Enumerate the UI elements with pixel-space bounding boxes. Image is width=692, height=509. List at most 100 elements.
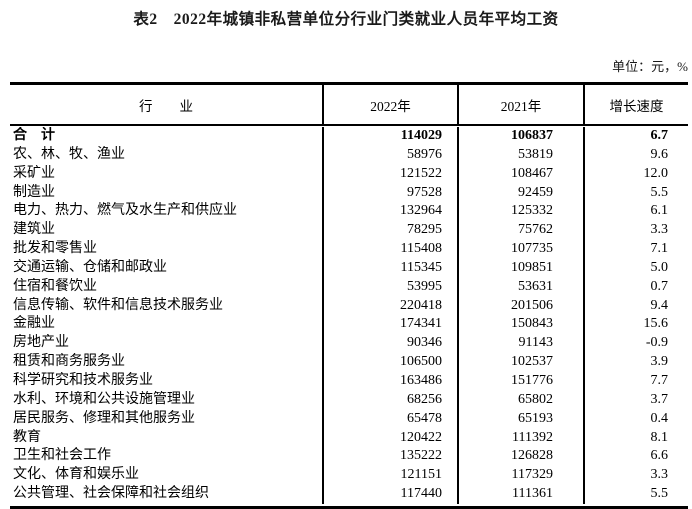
table-row: 房地产业 90346 91143 -0.9 bbox=[10, 334, 688, 354]
wage-2021-cell: 109851 bbox=[457, 258, 583, 278]
wage-2022-cell: 90346 bbox=[322, 334, 457, 354]
growth-rate-cell: 9.6 bbox=[583, 145, 688, 165]
wage-2021-cell: 107735 bbox=[457, 240, 583, 259]
wage-2022-cell: 97528 bbox=[322, 183, 457, 203]
wage-2022-cell: 106500 bbox=[322, 353, 457, 372]
industry-cell: 金融业 bbox=[13, 316, 55, 332]
column-header-2021: 2021年 bbox=[457, 85, 583, 124]
growth-rate-cell: 6.7 bbox=[583, 127, 688, 146]
table-row: 卫生和社会工作 135222 126828 6.6 bbox=[10, 447, 688, 467]
table-row: 批发和零售业 115408 107735 7.1 bbox=[10, 240, 688, 259]
growth-rate-cell: 7.7 bbox=[583, 371, 688, 391]
wage-2021-cell: 126828 bbox=[457, 447, 583, 467]
table-row: 科学研究和技术服务业 163486 151776 7.7 bbox=[10, 371, 688, 391]
unit-note: 单位：元，% bbox=[612, 59, 688, 74]
industry-cell: 建筑业 bbox=[13, 222, 55, 238]
wage-2021-cell: 111392 bbox=[457, 428, 583, 448]
growth-rate-cell: 7.1 bbox=[583, 240, 688, 259]
industry-cell: 采矿业 bbox=[13, 165, 55, 181]
growth-rate-cell: 3.3 bbox=[583, 466, 688, 486]
growth-rate-cell: 12.0 bbox=[583, 164, 688, 184]
table-row: 住宿和餐饮业 53995 53631 0.7 bbox=[10, 277, 688, 297]
wage-2022-cell: 120422 bbox=[322, 428, 457, 448]
column-header-2022: 2022年 bbox=[322, 85, 457, 124]
wage-2021-cell: 91143 bbox=[457, 334, 583, 354]
wage-2021-cell: 65193 bbox=[457, 409, 583, 429]
table-row: 租赁和商务服务业 106500 102537 3.9 bbox=[10, 353, 688, 372]
wage-2022-cell: 135222 bbox=[322, 447, 457, 467]
industry-cell: 文化、体育和娱乐业 bbox=[13, 467, 139, 483]
wage-2022-cell: 117440 bbox=[322, 485, 457, 504]
wage-2022-cell: 68256 bbox=[322, 390, 457, 410]
wage-2021-cell: 53819 bbox=[457, 145, 583, 165]
wage-2021-cell: 108467 bbox=[457, 164, 583, 184]
growth-rate-cell: 5.5 bbox=[583, 485, 688, 504]
wage-2022-cell: 220418 bbox=[322, 296, 457, 316]
wage-2022-cell: 114029 bbox=[322, 127, 457, 146]
wage-2022-cell: 65478 bbox=[322, 409, 457, 429]
wage-2021-cell: 102537 bbox=[457, 353, 583, 372]
growth-rate-cell: -0.9 bbox=[583, 334, 688, 354]
wage-2022-cell: 121151 bbox=[322, 466, 457, 486]
industry-cell: 住宿和餐饮业 bbox=[13, 278, 97, 294]
industry-cell: 房地产业 bbox=[13, 335, 69, 351]
table-row: 农、林、牧、渔业 58976 53819 9.6 bbox=[10, 145, 688, 165]
wage-2021-cell: 75762 bbox=[457, 221, 583, 241]
industry-cell: 科学研究和技术服务业 bbox=[13, 372, 153, 388]
industry-cell: 租赁和商务服务业 bbox=[13, 354, 125, 370]
wage-2021-cell: 53631 bbox=[457, 277, 583, 297]
industry-cell: 合 计 bbox=[13, 128, 55, 143]
table-body: 合 计 114029 106837 6.7 农、林、牧、渔业 58976 538… bbox=[10, 126, 688, 506]
wage-2022-cell: 115345 bbox=[322, 258, 457, 278]
table-row: 教育 120422 111392 8.1 bbox=[10, 428, 688, 448]
wage-2022-cell: 53995 bbox=[322, 277, 457, 297]
industry-cell: 公共管理、社会保障和社会组织 bbox=[13, 486, 209, 502]
wage-2022-cell: 78295 bbox=[322, 221, 457, 241]
table-row: 建筑业 78295 75762 3.3 bbox=[10, 221, 688, 241]
industry-cell: 居民服务、修理和其他服务业 bbox=[13, 410, 195, 426]
industry-cell: 教育 bbox=[13, 429, 41, 445]
page-title: 表2 2022年城镇非私营单位分行业门类就业人员年平均工资 bbox=[133, 11, 559, 28]
wage-2022-cell: 174341 bbox=[322, 315, 457, 335]
wage-2021-cell: 111361 bbox=[457, 485, 583, 504]
growth-rate-cell: 3.9 bbox=[583, 353, 688, 372]
growth-rate-cell: 0.4 bbox=[583, 409, 688, 429]
table-row: 采矿业 121522 108467 12.0 bbox=[10, 164, 688, 184]
table-row: 文化、体育和娱乐业 121151 117329 3.3 bbox=[10, 466, 688, 486]
table-row: 合 计 114029 106837 6.7 bbox=[10, 127, 688, 146]
column-header-growth: 增长速度 bbox=[583, 85, 688, 124]
wage-2021-cell: 125332 bbox=[457, 202, 583, 222]
table-row: 公共管理、社会保障和社会组织 117440 111361 5.5 bbox=[10, 485, 688, 504]
table-row: 制造业 97528 92459 5.5 bbox=[10, 183, 688, 203]
wage-2021-cell: 65802 bbox=[457, 390, 583, 410]
wage-2022-cell: 132964 bbox=[322, 202, 457, 222]
growth-rate-cell: 8.1 bbox=[583, 428, 688, 448]
industry-cell: 水利、环境和公共设施管理业 bbox=[13, 391, 195, 407]
table-row: 居民服务、修理和其他服务业 65478 65193 0.4 bbox=[10, 409, 688, 429]
growth-rate-cell: 6.6 bbox=[583, 447, 688, 467]
table-row: 金融业 174341 150843 15.6 bbox=[10, 315, 688, 335]
industry-cell: 交通运输、仓储和邮政业 bbox=[13, 259, 167, 275]
wage-2021-cell: 106837 bbox=[457, 127, 583, 146]
growth-rate-cell: 3.3 bbox=[583, 221, 688, 241]
table-header-row: 行 业 2022年 2021年 增长速度 bbox=[10, 85, 688, 126]
wage-2021-cell: 151776 bbox=[457, 371, 583, 391]
table-row: 信息传输、软件和信息技术服务业 220418 201506 9.4 bbox=[10, 296, 688, 316]
wage-2022-cell: 115408 bbox=[322, 240, 457, 259]
industry-cell: 电力、热力、燃气及水生产和供应业 bbox=[13, 203, 237, 219]
table-row: 交通运输、仓储和邮政业 115345 109851 5.0 bbox=[10, 258, 688, 278]
wage-2021-cell: 92459 bbox=[457, 183, 583, 203]
industry-cell: 批发和零售业 bbox=[13, 241, 97, 257]
wage-2022-cell: 58976 bbox=[322, 145, 457, 165]
wage-2022-cell: 163486 bbox=[322, 371, 457, 391]
wage-2022-cell: 121522 bbox=[322, 164, 457, 184]
industry-cell: 卫生和社会工作 bbox=[13, 448, 111, 464]
wage-2021-cell: 150843 bbox=[457, 315, 583, 335]
growth-rate-cell: 0.7 bbox=[583, 277, 688, 297]
wage-table: 行 业 2022年 2021年 增长速度 合 计 114029 106837 6… bbox=[10, 82, 688, 509]
growth-rate-cell: 6.1 bbox=[583, 202, 688, 222]
column-header-industry: 行 业 bbox=[139, 98, 193, 114]
industry-cell: 制造业 bbox=[13, 184, 55, 200]
growth-rate-cell: 5.0 bbox=[583, 258, 688, 278]
